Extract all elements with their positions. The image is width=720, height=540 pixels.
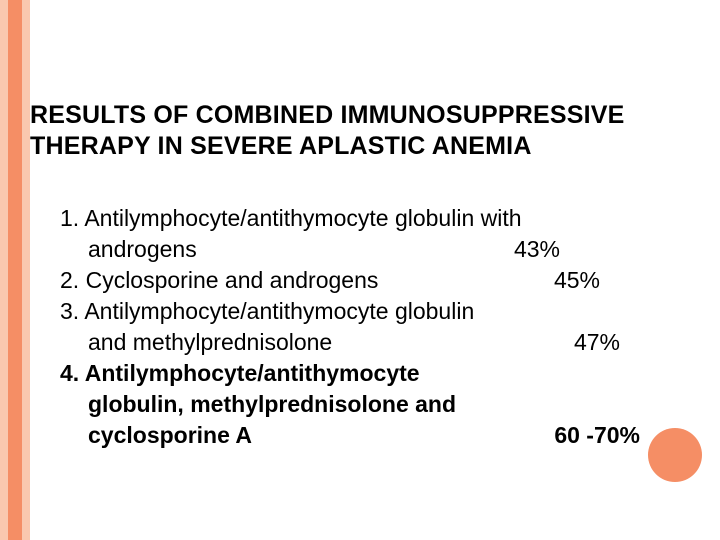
item-2-line1: 2. Cyclosporine and androgens [60, 265, 544, 296]
item-4-line3: cyclosporine A [88, 420, 544, 451]
item-1-line1: 1. Antilymphocyte/antithymocyte globulin… [60, 203, 700, 234]
item-3-line1: 3. Antilymphocyte/antithymocyte globulin [60, 296, 700, 327]
body-list: 1. Antilymphocyte/antithymocyte globulin… [30, 203, 700, 451]
item-2: 2. Cyclosporine and androgens 45% [60, 265, 700, 296]
stripe-inner [8, 0, 22, 540]
item-2-pct: 45% [544, 265, 700, 296]
item-3-pct: 47% [564, 327, 700, 358]
item-1-line2: androgens [88, 234, 504, 265]
item-1: 1. Antilymphocyte/antithymocyte globulin… [60, 203, 700, 265]
item-4-line2: globulin, methylprednisolone and [88, 389, 700, 420]
slide-title: RESULTS OF COMBINED IMMUNOSUPPRESSIVE TH… [30, 100, 700, 163]
slide-content: RESULTS OF COMBINED IMMUNOSUPPRESSIVE TH… [30, 0, 720, 540]
item-1-pct: 43% [504, 234, 700, 265]
item-4-line1: 4. Antilymphocyte/antithymocyte [60, 358, 700, 389]
item-4: 4. Antilymphocyte/antithymocyte globulin… [60, 358, 700, 451]
item-3: 3. Antilymphocyte/antithymocyte globulin… [60, 296, 700, 358]
accent-circle [648, 428, 702, 482]
item-3-line2: and methylprednisolone [88, 327, 564, 358]
